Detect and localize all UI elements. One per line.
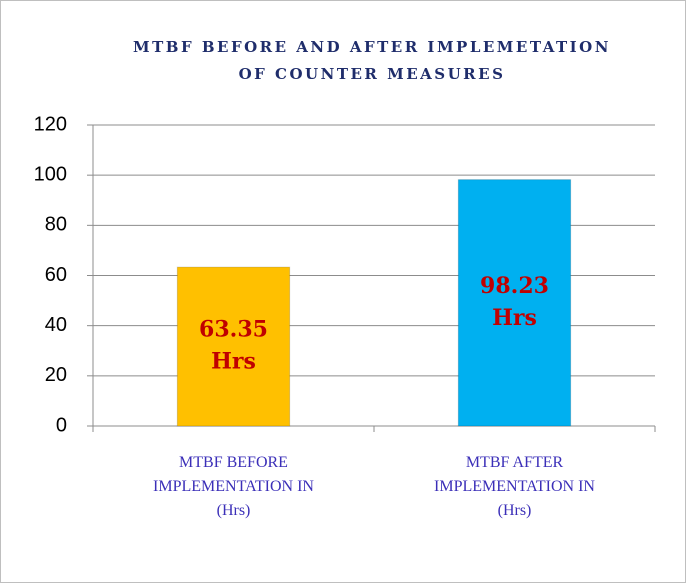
- value-label: 98.23 Hrs: [480, 273, 549, 331]
- x-tick-label-line: IMPLEMENTATION IN: [153, 478, 314, 495]
- x-tick-label: MTBF BEFORE IMPLEMENTATION IN (Hrs): [153, 454, 314, 519]
- y-tick-label: 120: [34, 113, 67, 135]
- value-label: 63.35 Hrs: [199, 317, 268, 375]
- x-tick-label-line: IMPLEMENTATION IN: [434, 478, 595, 495]
- chart-title-line: MTBF BEFORE AND AFTER IMPLEMETATION: [133, 38, 611, 56]
- y-tick-label: 60: [45, 264, 67, 286]
- y-tick-label: 100: [34, 163, 67, 185]
- x-tick-label-line: MTBF AFTER: [466, 454, 564, 471]
- value-label-line: Hrs: [492, 305, 537, 331]
- value-label-line: 63.35: [199, 317, 268, 343]
- x-tick-label-line: MTBF BEFORE: [179, 454, 288, 471]
- y-tick-label: 80: [45, 214, 67, 236]
- x-tick-label-line: (Hrs): [498, 502, 532, 519]
- x-tick-label-line: (Hrs): [217, 502, 251, 519]
- chart-title: MTBF BEFORE AND AFTER IMPLEMETATION OF CO…: [133, 38, 611, 83]
- y-tick-label: 20: [45, 364, 67, 386]
- chart-title-line: OF COUNTER MEASURES: [239, 65, 506, 83]
- value-label-line: Hrs: [211, 349, 256, 375]
- bar: [457, 179, 572, 427]
- y-tick-label: 40: [45, 314, 67, 336]
- bar: [176, 266, 291, 427]
- value-label-line: 98.23: [480, 273, 549, 299]
- x-tick-label: MTBF AFTER IMPLEMENTATION IN (Hrs): [434, 454, 595, 519]
- y-tick-label: 0: [56, 414, 67, 436]
